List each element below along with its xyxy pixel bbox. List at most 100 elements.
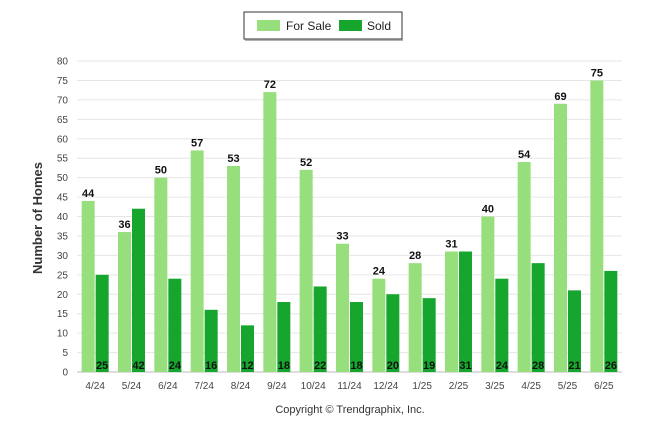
y-tick-label: 10 [57,329,69,340]
x-tick-label: 12/24 [373,381,398,392]
bars [81,80,618,372]
bar-sold [204,309,218,372]
data-label-for-sale: 53 [227,153,239,165]
y-tick-label: 15 [57,309,69,320]
x-tick-label: 4/24 [85,381,105,392]
y-tick-label: 40 [57,212,69,223]
bar-for-sale [263,92,277,372]
data-label-sold: 20 [387,360,399,372]
y-tick-label: 80 [57,57,69,68]
x-tick-label: 11/24 [337,381,362,392]
data-label-for-sale: 54 [518,149,531,161]
data-label-sold: 42 [132,360,144,372]
bar-sold [132,208,145,372]
y-tick-label: 0 [62,368,68,379]
bar-sold [604,270,618,372]
bar-for-sale [481,216,495,372]
bar-for-sale [336,243,349,372]
bar-for-sale [299,169,313,372]
x-tick-label: 1/25 [412,381,432,392]
data-label-for-sale: 31 [445,238,457,250]
y-tick-label: 50 [57,173,69,184]
data-label-for-sale: 36 [118,219,130,231]
y-tick-label: 5 [62,348,68,359]
bar-for-sale [517,162,531,372]
bar-sold [531,263,545,372]
y-tick-label: 35 [57,231,69,242]
x-tick-label: 2/25 [449,381,469,392]
data-label-sold: 18 [350,360,362,372]
y-tick-label: 55 [57,154,69,165]
x-tick-label: 10/24 [301,381,326,392]
bar-sold [495,278,509,372]
x-tick-label: 5/25 [558,381,578,392]
y-axis-ticks: 0 5 10 15 20 25 30 35 40 45 50 55 60 65 70 75 80 [57,57,69,379]
data-label-for-sale: 57 [191,137,203,149]
x-tick-label: 6/24 [158,381,178,392]
y-tick-label: 70 [57,95,69,106]
x-tick-label: 5/24 [122,381,142,392]
y-axis-title: Number of Homes [30,162,45,274]
bar-sold [277,302,291,372]
bar-for-sale [554,103,567,372]
data-labels: 44 25 36 42 50 24 57 16 53 12 72 18 52 22 33 18 24 20 28 19… [82,67,617,372]
bar-for-sale [445,251,458,372]
legend-swatch-for-sale [257,20,280,31]
y-tick-label: 25 [57,270,69,281]
data-label-for-sale: 28 [409,250,421,262]
y-tick-label: 60 [57,134,69,145]
bar-for-sale [590,80,604,372]
gridlines [77,60,622,373]
data-label-for-sale: 75 [591,67,603,79]
bar-sold [313,286,327,372]
bar-for-sale [81,200,95,372]
bar-sold [459,251,472,372]
data-label-sold: 24 [169,360,182,372]
bar-sold [241,325,254,372]
data-label-for-sale: 24 [373,266,386,278]
legend-label-for-sale: For Sale [286,19,332,33]
x-tick-label: 9/24 [267,381,287,392]
data-label-for-sale: 33 [336,231,348,243]
x-tick-label: 6/25 [594,381,614,392]
bar-sold [422,298,436,372]
bar-for-sale [190,150,204,372]
legend-swatch-sold [339,20,362,31]
y-tick-label: 20 [57,290,69,301]
data-label-for-sale: 40 [482,204,494,216]
bar-for-sale [227,165,240,372]
data-label-sold: 25 [96,360,108,372]
y-tick-label: 65 [57,115,69,126]
y-tick-label: 30 [57,251,69,262]
x-axis-ticks: 4/24 5/24 6/24 7/24 8/24 9/24 10/24 11/24 12/24 1… [85,381,614,392]
data-label-sold: 16 [205,360,217,372]
data-label-for-sale: 72 [264,79,276,91]
data-label-sold: 19 [423,360,435,372]
x-tick-label: 4/25 [521,381,541,392]
bar-for-sale [408,263,422,372]
bar-for-sale [372,278,386,372]
legend-label-sold: Sold [367,19,391,33]
x-tick-label: 8/24 [231,381,251,392]
data-label-for-sale: 69 [554,91,566,103]
bar-for-sale [118,232,131,372]
data-label-sold: 12 [241,360,253,372]
bar-sold [386,294,400,372]
data-label-sold: 22 [314,360,326,372]
data-label-sold: 31 [459,360,471,372]
data-label-for-sale: 44 [82,188,95,200]
data-label-for-sale: 52 [300,157,312,169]
y-tick-label: 75 [57,76,69,87]
data-label-sold: 28 [532,360,544,372]
data-label-for-sale: 50 [155,165,167,177]
chart-legend: For Sale Sold [243,11,403,41]
data-label-sold: 21 [568,360,580,372]
bar-sold [168,278,182,372]
copyright-notice: Copyright © Trendgraphix, Inc. [275,404,424,416]
x-tick-label: 7/24 [194,381,214,392]
x-tick-label: 3/25 [485,381,505,392]
y-tick-label: 45 [57,193,69,204]
data-label-sold: 24 [496,360,509,372]
bar-sold [95,274,109,372]
